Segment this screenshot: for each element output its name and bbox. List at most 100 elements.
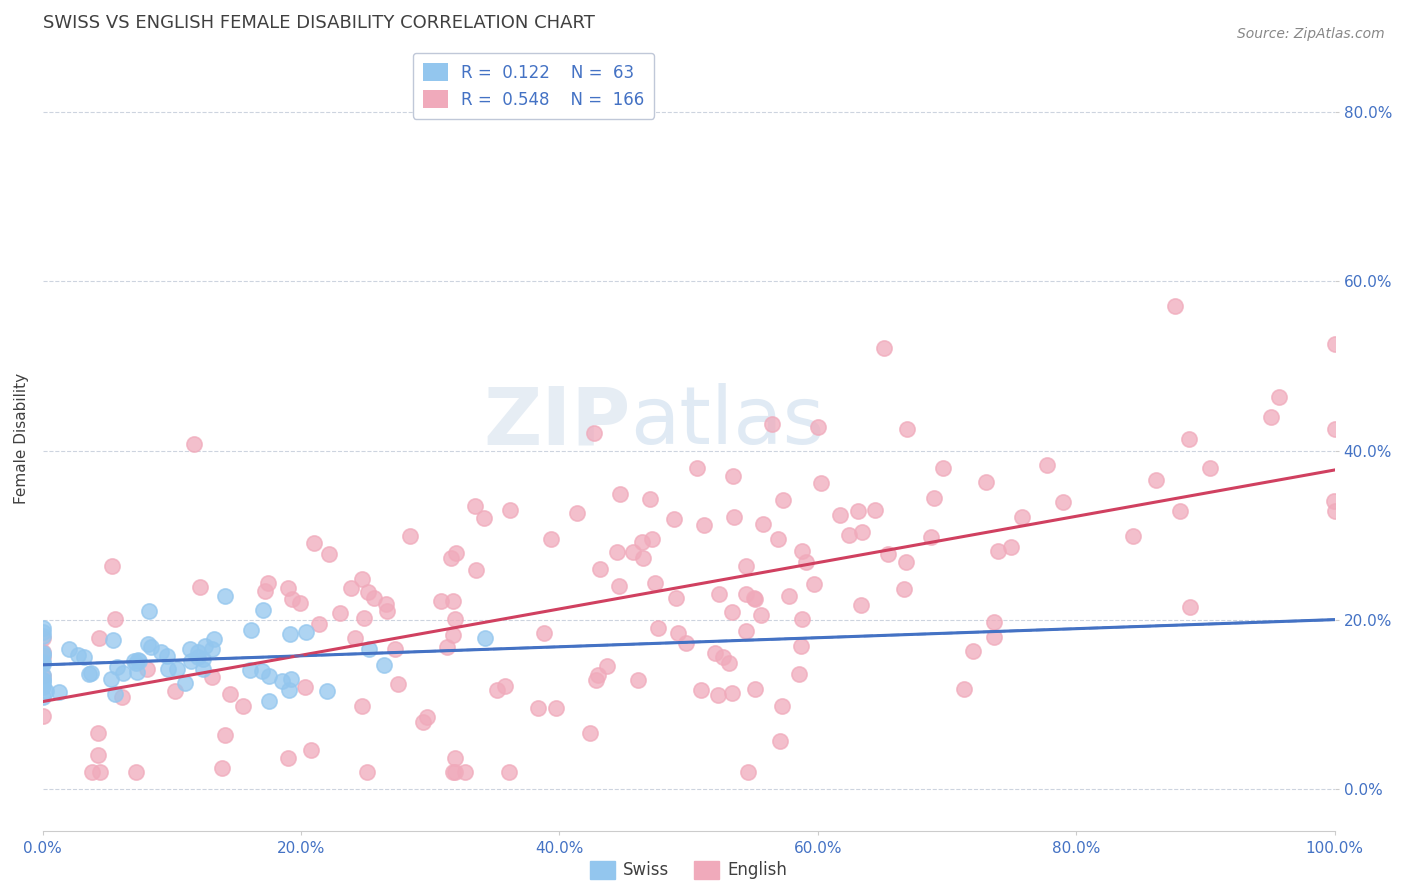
Point: [790, 612, 813, 626]
Point: [31, 673, 53, 687]
Point: [387, 677, 409, 691]
Point: [721, 686, 744, 700]
Point: [125, 665, 148, 680]
Point: [77, 666, 100, 681]
Point: [876, 547, 898, 561]
Point: [734, 587, 756, 601]
Point: [1323, 422, 1346, 436]
Point: [737, 765, 759, 780]
Point: [201, 670, 224, 684]
Point: [718, 656, 741, 670]
Point: [644, 576, 666, 591]
Point: [352, 572, 374, 586]
Point: [139, 640, 162, 654]
Point: [1168, 504, 1191, 518]
Point: [138, 604, 160, 618]
Point: [772, 492, 794, 507]
Text: Source: ZipAtlas.com: Source: ZipAtlas.com: [1237, 27, 1385, 41]
Point: [214, 589, 236, 603]
Point: [953, 682, 976, 697]
Point: [111, 666, 134, 681]
Point: [1122, 529, 1144, 543]
Point: [586, 668, 609, 682]
Point: [647, 621, 669, 635]
Point: [125, 765, 148, 780]
Point: [983, 615, 1005, 629]
Point: [174, 676, 197, 690]
Point: [589, 562, 612, 576]
Point: [31, 673, 53, 687]
Point: [58, 641, 80, 656]
Text: SWISS VS ENGLISH FEMALE DISABILITY CORRELATION CHART: SWISS VS ENGLISH FEMALE DISABILITY CORRE…: [42, 14, 595, 32]
Point: [779, 589, 801, 603]
Point: [31, 648, 53, 662]
Point: [193, 662, 215, 676]
Point: [443, 765, 465, 780]
Point: [533, 625, 555, 640]
Point: [962, 644, 984, 658]
Point: [412, 714, 434, 729]
Point: [89, 765, 111, 780]
Point: [1323, 337, 1346, 351]
Point: [308, 617, 330, 632]
Point: [486, 683, 509, 698]
Point: [896, 422, 918, 436]
Point: [295, 625, 318, 640]
Point: [302, 536, 325, 550]
Point: [790, 639, 813, 653]
Point: [474, 631, 496, 645]
Point: [863, 503, 886, 517]
Point: [80, 665, 103, 680]
Point: [987, 544, 1010, 558]
Point: [105, 659, 128, 673]
Point: [621, 545, 644, 559]
Point: [253, 583, 276, 598]
Point: [343, 631, 366, 645]
Point: [494, 679, 516, 693]
Point: [540, 532, 562, 546]
Point: [214, 728, 236, 742]
Point: [810, 475, 832, 490]
Point: [974, 475, 997, 490]
Point: [31, 669, 53, 683]
Point: [752, 517, 775, 532]
Point: [744, 682, 766, 697]
Point: [373, 658, 395, 673]
Y-axis label: Female Disability: Female Disability: [14, 373, 30, 504]
Point: [252, 603, 274, 617]
Point: [179, 642, 201, 657]
Point: [605, 545, 627, 559]
Point: [374, 597, 396, 611]
Point: [1178, 432, 1201, 446]
Point: [218, 687, 240, 701]
Point: [194, 640, 217, 654]
Point: [749, 607, 772, 622]
Point: [340, 581, 363, 595]
Point: [156, 662, 179, 676]
Point: [31, 624, 53, 639]
Point: [353, 611, 375, 625]
Point: [31, 632, 53, 646]
Point: [1323, 504, 1346, 518]
Point: [546, 701, 568, 715]
Point: [931, 461, 953, 475]
Point: [893, 582, 915, 596]
Text: atlas: atlas: [630, 384, 825, 461]
Point: [73, 649, 96, 664]
Point: [464, 564, 486, 578]
Point: [565, 506, 588, 520]
Point: [278, 627, 301, 641]
Point: [846, 504, 869, 518]
Point: [183, 437, 205, 451]
Point: [792, 544, 814, 558]
Point: [211, 761, 233, 775]
Legend: Swiss, English: Swiss, English: [583, 855, 794, 886]
Point: [31, 657, 53, 672]
Point: [101, 633, 124, 648]
Point: [356, 765, 378, 780]
Point: [100, 672, 122, 686]
Point: [35, 683, 58, 698]
Point: [357, 584, 380, 599]
Point: [444, 612, 467, 626]
Point: [630, 535, 652, 549]
